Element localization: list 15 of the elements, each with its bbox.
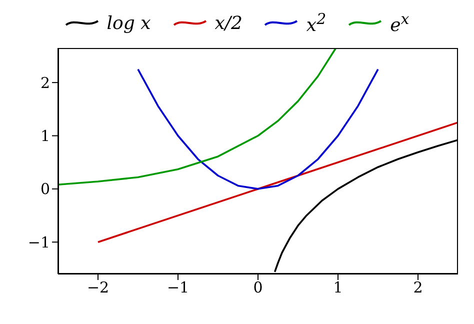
x-tick-label: 1 [333, 278, 343, 297]
line-series [137, 68, 379, 190]
x-tick-label: 0 [253, 278, 263, 297]
x-tick-label: −2 [86, 278, 110, 297]
legend-label: e$^{x}$ [390, 10, 410, 36]
y-tick-label: 0 [40, 180, 50, 198]
x-tick-label: −1 [166, 278, 190, 297]
y-tick-label: −1 [28, 233, 50, 252]
y-tick-label: 1 [40, 127, 50, 146]
legend-label: x/2 [214, 12, 242, 34]
x-tick-label: 2 [413, 278, 423, 297]
legend-label: x$^{2}$ [306, 10, 326, 36]
legend-label: log x [106, 12, 151, 34]
line-series [58, 48, 336, 186]
y-tick-label: 2 [40, 74, 50, 92]
